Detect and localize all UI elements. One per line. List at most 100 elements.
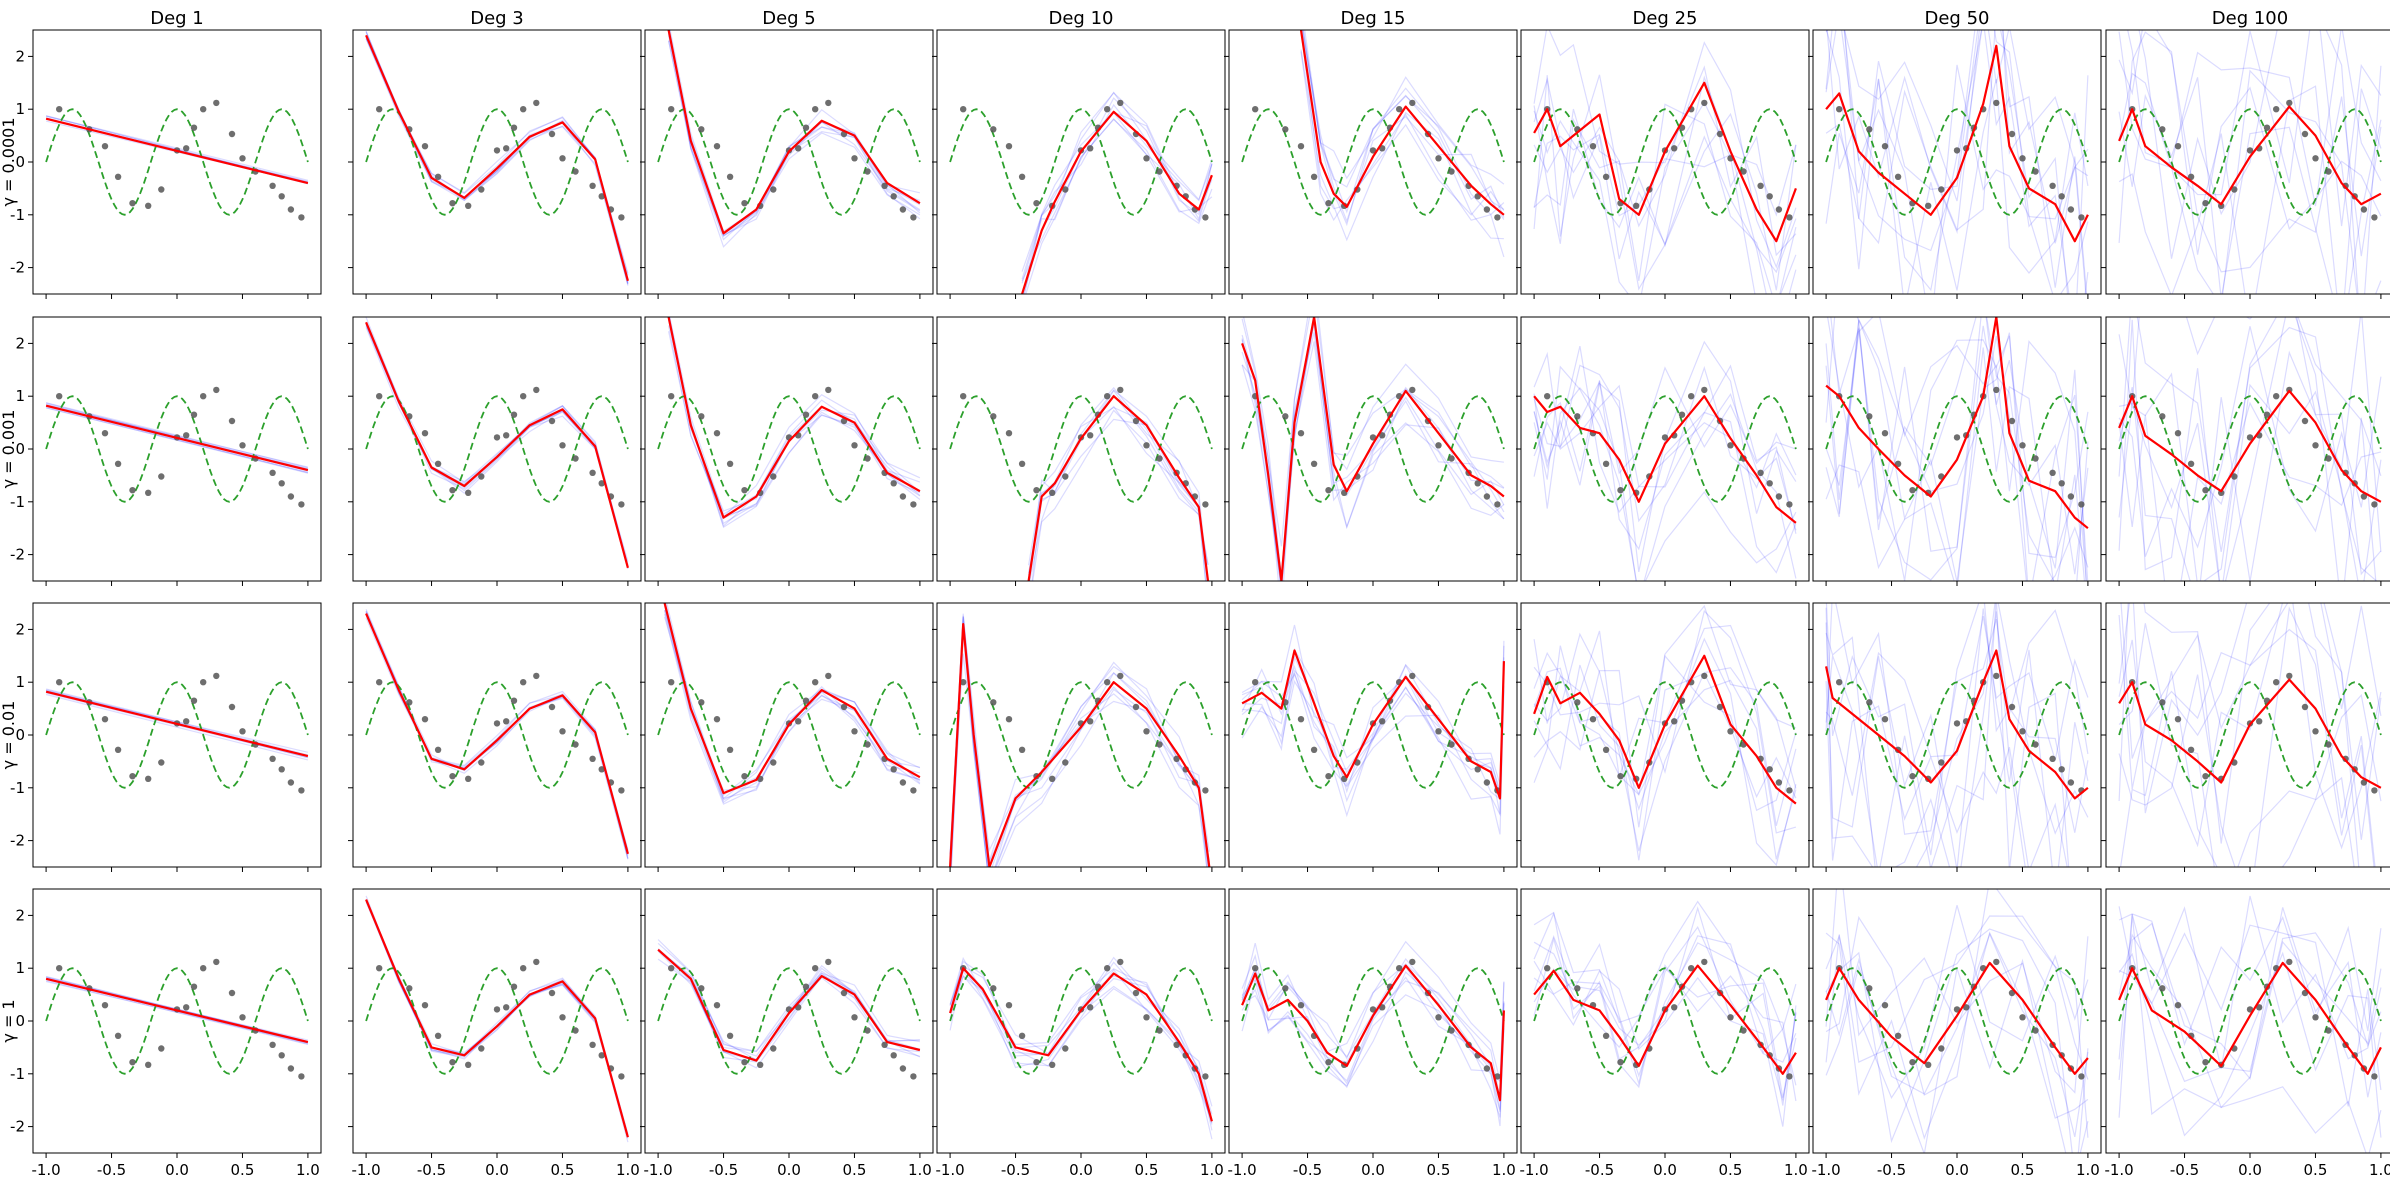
data-point	[1574, 985, 1581, 992]
data-point	[533, 99, 540, 107]
data-point	[990, 413, 997, 420]
subplot: -1.0 -0.5 0.0 0.5 1.0	[1516, 888, 1810, 1179]
bootstrap-fit-line	[1028, 389, 1209, 574]
data-point	[618, 787, 625, 794]
data-point	[668, 679, 675, 686]
data-point	[478, 186, 485, 193]
data-point	[2360, 493, 2368, 500]
data-point	[2202, 1059, 2209, 1066]
data-point	[200, 679, 207, 686]
bootstrap-fit-line	[1533, 41, 1797, 269]
y-tick-label: -2	[10, 546, 25, 564]
bootstrap-fit-line	[1241, 341, 1505, 574]
data-point	[239, 728, 246, 735]
axes-frame	[32, 29, 322, 295]
x-tick-label: 0.5	[551, 1161, 575, 1179]
y-tick-label: 2	[15, 47, 25, 65]
bootstrap-fit-line	[2118, 30, 2382, 273]
data-point	[910, 501, 917, 508]
data-point	[2371, 787, 2378, 794]
true-function-line	[1825, 395, 2089, 503]
data-point	[1435, 1014, 1442, 1021]
data-point	[56, 393, 63, 400]
bootstrap-fit-line	[1021, 91, 1213, 272]
data-point	[298, 501, 305, 508]
mean-fit-line	[365, 613, 629, 855]
data-point	[183, 718, 190, 725]
y-tick-label: 0	[15, 726, 25, 744]
bootstrap-fit-line	[1242, 317, 1505, 579]
data-point	[864, 1027, 871, 1034]
x-tick-label: 1.0	[2076, 1161, 2100, 1179]
data-point	[2246, 1006, 2254, 1013]
data-point	[812, 679, 819, 686]
bootstrap-fit-line	[1825, 30, 2088, 294]
data-point	[1494, 214, 1501, 221]
bootstrap-fit-line	[1032, 409, 1207, 581]
true-function-line	[657, 395, 921, 503]
bootstrap-fit-line	[949, 968, 1213, 1107]
data-point	[1483, 493, 1491, 500]
data-point	[493, 147, 501, 154]
true-function-line	[1533, 108, 1797, 216]
true-function-line	[2118, 967, 2382, 1075]
bootstrap-fit-line	[365, 612, 629, 850]
data-point	[2049, 469, 2056, 476]
data-point	[1589, 143, 1597, 150]
data-point	[899, 493, 907, 500]
bootstrap-fit-line	[2118, 317, 2377, 581]
bootstrap-fit-line	[1826, 30, 2087, 294]
data-point	[1104, 679, 1111, 686]
data-point	[1757, 182, 1764, 189]
axes-frame	[644, 602, 934, 868]
mean-fit-line	[1825, 961, 2089, 1075]
data-point	[1062, 1045, 1069, 1052]
data-point	[2371, 214, 2378, 221]
bootstrap-fit-line	[1825, 30, 2089, 294]
data-point	[668, 965, 675, 972]
bootstrap-fit-line	[365, 327, 629, 570]
data-point	[376, 965, 383, 972]
bootstrap-fit-line	[1533, 380, 1797, 574]
true-function-line	[657, 967, 921, 1075]
true-function-line	[45, 108, 309, 216]
data-point	[1716, 130, 1724, 138]
data-point	[129, 487, 136, 494]
true-function-line	[949, 108, 1213, 216]
subplot	[2101, 316, 2390, 586]
data-point	[190, 697, 198, 704]
data-point	[698, 985, 705, 992]
data-point	[1435, 155, 1442, 162]
bootstrap-fit-line	[1533, 624, 1797, 778]
data-point	[1448, 741, 1455, 748]
true-function-line	[1533, 681, 1797, 789]
bootstrap-fit-line	[1241, 664, 1505, 803]
bootstrap-fit-line	[1533, 74, 1797, 291]
data-point	[158, 186, 165, 193]
bootstrap-fit-line	[666, 603, 921, 800]
data-point	[1544, 965, 1551, 972]
bootstrap-fit-line	[2118, 603, 2382, 850]
data-point	[618, 214, 625, 221]
bootstrap-fit-line	[668, 317, 921, 518]
data-point	[990, 985, 997, 992]
bootstrap-fit-line	[2118, 922, 2382, 1080]
x-tick-label: 1.0	[1492, 1161, 1516, 1179]
bootstrap-fit-line	[2118, 401, 2382, 581]
true-function-line	[2118, 108, 2382, 216]
data-point	[465, 1061, 472, 1069]
data-point	[2019, 728, 2026, 735]
bootstrap-fit-line	[668, 30, 921, 248]
data-point	[1701, 99, 1708, 107]
bootstrap-fit-line	[657, 949, 921, 1060]
true-function-line	[1533, 967, 1797, 1075]
bootstrap-fit-line	[1533, 604, 1797, 796]
bootstrap-fit-line	[1241, 640, 1505, 801]
bootstrap-fit-line	[668, 319, 921, 529]
data-point	[228, 989, 236, 997]
data-point	[668, 106, 675, 113]
bootstrap-fit-line	[1533, 101, 1797, 294]
data-point	[1589, 716, 1597, 723]
data-point	[2312, 728, 2319, 735]
